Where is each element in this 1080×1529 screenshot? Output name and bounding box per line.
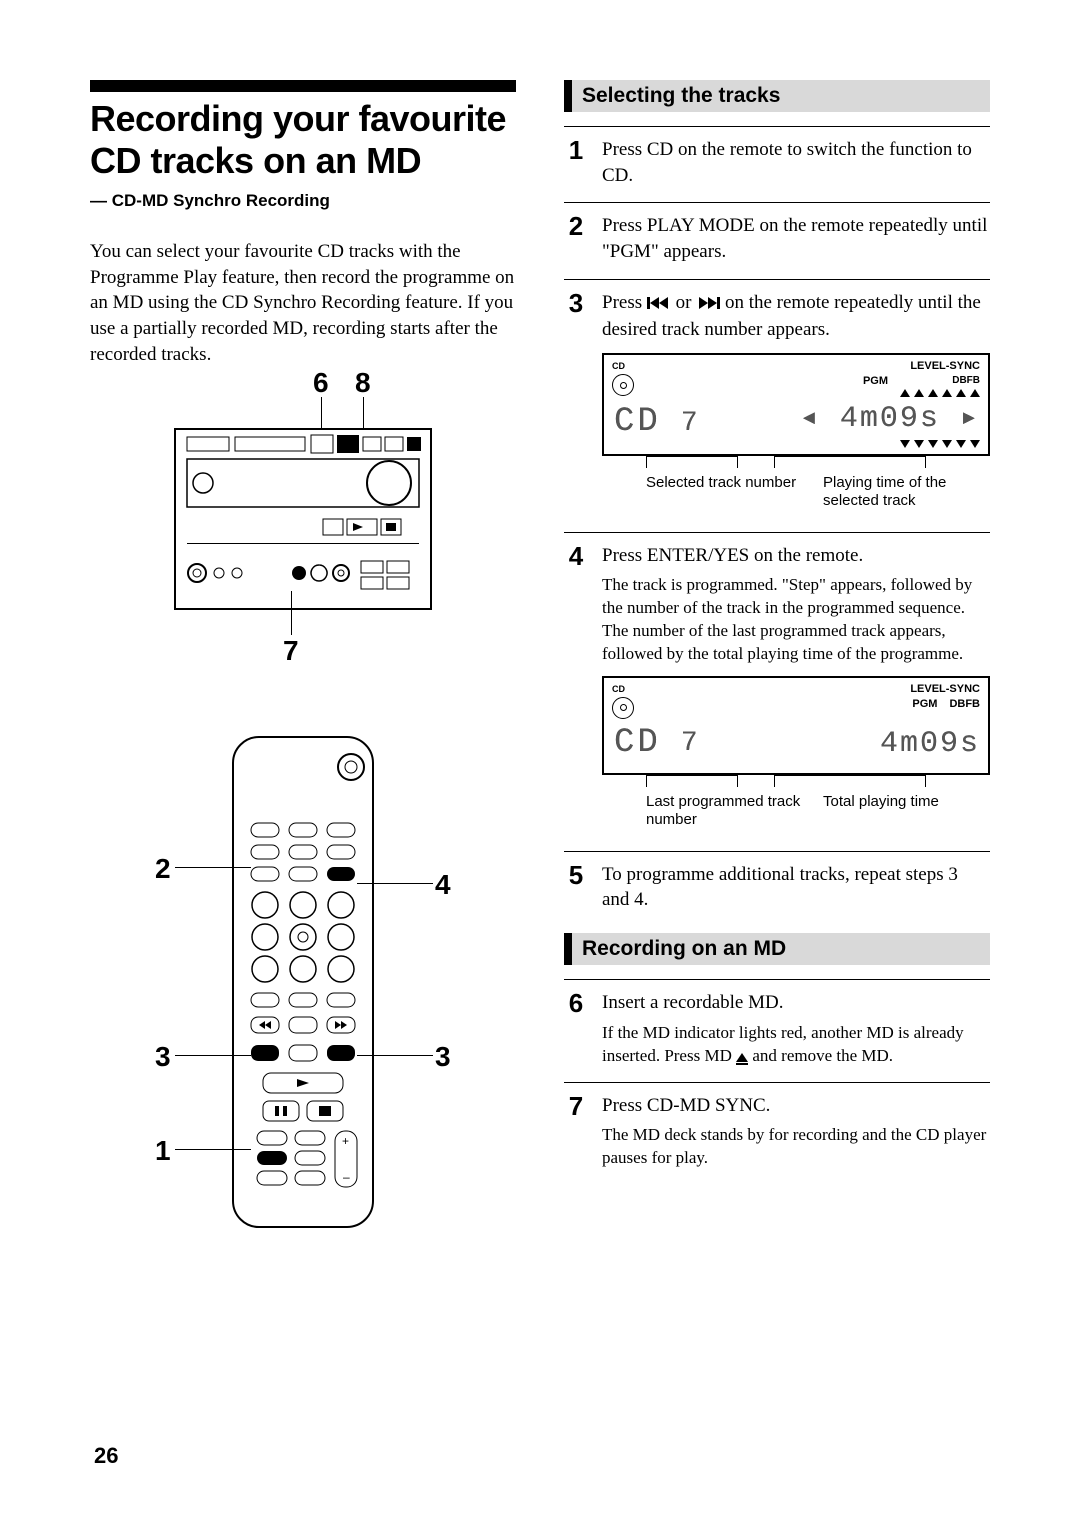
step-text: Press PLAY MODE on the remote repeatedly… bbox=[602, 213, 990, 264]
step-text-b: or bbox=[676, 292, 697, 313]
step-number: 2 bbox=[564, 213, 588, 264]
level-sync-label: LEVEL-SYNC bbox=[910, 682, 980, 697]
intro-paragraph: You can select your favourite CD tracks … bbox=[90, 239, 516, 367]
step-1: 1 Press CD on the remote to switch the f… bbox=[564, 126, 990, 202]
step-3: 3 Press or on the remote repeatedly unti… bbox=[564, 279, 990, 532]
section-recording-heading: Recording on an MD bbox=[564, 933, 990, 965]
device-diagram: 6 8 bbox=[90, 403, 516, 1238]
callout-8: 8 bbox=[355, 367, 371, 399]
display-cd: CD bbox=[614, 721, 661, 767]
caption-left: Last programmed track number bbox=[602, 793, 813, 829]
step-text: Press CD-MD SYNC. The MD deck stands by … bbox=[602, 1093, 990, 1171]
step-number: 5 bbox=[564, 862, 588, 913]
callout-6: 6 bbox=[313, 367, 329, 399]
display-track: 7 bbox=[681, 725, 700, 763]
caption-left: Selected track number bbox=[602, 474, 813, 510]
step-2: 2 Press PLAY MODE on the remote repeated… bbox=[564, 202, 990, 278]
step-text-a: Press bbox=[602, 292, 647, 313]
step-4: 4 Press ENTER/YES on the remote. The tra… bbox=[564, 532, 990, 851]
step-5: 5 To programme additional tracks, repeat… bbox=[564, 851, 990, 927]
display-track: 7 bbox=[681, 405, 700, 443]
display-panel-1: CD LEVEL-SYNC PGM DBFB bbox=[602, 353, 990, 456]
remote-illustration: + – bbox=[213, 733, 393, 1233]
skip-fwd-icon bbox=[696, 292, 720, 318]
disc-cd-label: CD bbox=[612, 683, 625, 695]
stereo-unit-illustration bbox=[173, 403, 433, 623]
step-number: 1 bbox=[564, 137, 588, 188]
step-text-main: Press ENTER/YES on the remote. bbox=[602, 545, 863, 566]
step-sub-b: and remove the MD. bbox=[752, 1046, 893, 1065]
skip-back-icon bbox=[647, 292, 671, 318]
step-text: Press ENTER/YES on the remote. The track… bbox=[602, 543, 990, 837]
callout-3-left: 3 bbox=[155, 1041, 171, 1073]
page-title: Recording your favourite CD tracks on an… bbox=[90, 98, 516, 183]
step-number: 6 bbox=[564, 990, 588, 1068]
disc-icon bbox=[612, 697, 634, 719]
step-number: 7 bbox=[564, 1093, 588, 1171]
step-text-main: Insert a recordable MD. bbox=[602, 992, 783, 1013]
pgm-label: PGM bbox=[863, 374, 888, 389]
display-time: 4m09s bbox=[880, 724, 980, 765]
callout-7: 7 bbox=[283, 635, 299, 667]
dbfb-label: DBFB bbox=[949, 697, 980, 712]
display-cd: CD bbox=[614, 400, 661, 446]
step-text: Press CD on the remote to switch the fun… bbox=[602, 137, 990, 188]
step-7: 7 Press CD-MD SYNC. The MD deck stands b… bbox=[564, 1082, 990, 1185]
step-subtext: The MD deck stands by for recording and … bbox=[602, 1124, 990, 1170]
display-time: ◂ 4m09s ▸ bbox=[800, 399, 980, 440]
callout-3-right: 3 bbox=[435, 1041, 451, 1073]
level-sync-label: LEVEL-SYNC bbox=[910, 359, 980, 374]
caption-right: Total playing time bbox=[813, 793, 990, 829]
caption-right: Playing time of the selected track bbox=[813, 474, 990, 510]
step-text-main: Press CD-MD SYNC. bbox=[602, 1095, 770, 1116]
eject-icon bbox=[736, 1053, 748, 1062]
title-rule bbox=[90, 80, 516, 92]
disc-cd-label: CD bbox=[612, 360, 625, 372]
dbfb-label: DBFB bbox=[952, 374, 980, 388]
page-number: 26 bbox=[94, 1443, 118, 1469]
callout-4: 4 bbox=[435, 869, 451, 901]
disc-icon bbox=[612, 374, 634, 396]
callout-1: 1 bbox=[155, 1135, 171, 1167]
svg-text:–: – bbox=[343, 1170, 350, 1184]
display-panel-2: CD LEVEL-SYNC PGM DBFB C bbox=[602, 676, 990, 775]
remote-diagram: 2 4 3 3 1 bbox=[213, 733, 393, 1238]
step-subtext: The track is programmed. "Step" appears,… bbox=[602, 574, 990, 666]
section-selecting-heading: Selecting the tracks bbox=[564, 80, 990, 112]
subtitle: — CD-MD Synchro Recording bbox=[90, 191, 516, 211]
callout-2: 2 bbox=[155, 853, 171, 885]
step-number: 4 bbox=[564, 543, 588, 837]
step-number: 3 bbox=[564, 290, 588, 518]
step-text: Insert a recordable MD. If the MD indica… bbox=[602, 990, 990, 1068]
step-6: 6 Insert a recordable MD. If the MD indi… bbox=[564, 979, 990, 1082]
left-column: Recording your favourite CD tracks on an… bbox=[90, 80, 516, 1238]
right-column: Selecting the tracks 1 Press CD on the r… bbox=[564, 80, 990, 1238]
step-text: Press or on the remote repeatedly until … bbox=[602, 290, 990, 518]
step-text: To programme additional tracks, repeat s… bbox=[602, 862, 990, 913]
pgm-label: PGM bbox=[912, 697, 937, 712]
svg-text:+: + bbox=[342, 1134, 349, 1148]
